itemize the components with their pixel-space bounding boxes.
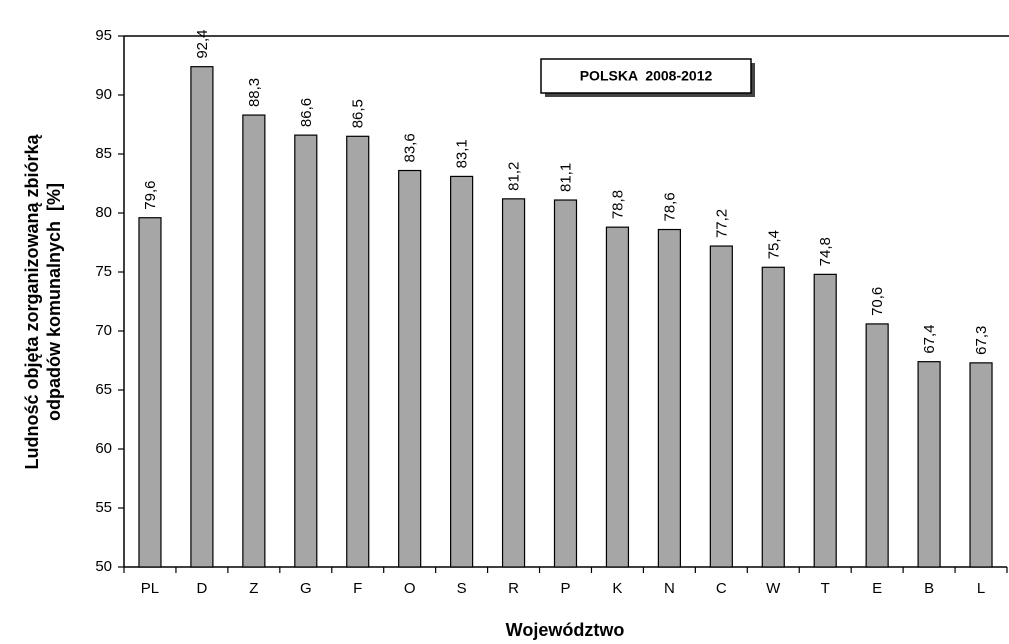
y-tick-label: 65 xyxy=(95,381,112,398)
bar xyxy=(709,245,733,568)
bar xyxy=(501,198,526,568)
data-label: 79,6 xyxy=(142,181,159,210)
x-tick-label: E xyxy=(872,580,882,597)
data-label: 78,6 xyxy=(661,192,678,221)
x-tick-label: Z xyxy=(249,580,258,597)
bar xyxy=(605,226,630,568)
bar xyxy=(865,323,889,568)
bar xyxy=(294,134,318,568)
data-label: 74,8 xyxy=(817,237,834,266)
x-tick-label: C xyxy=(716,580,727,597)
bar xyxy=(761,266,785,568)
x-tick-label: G xyxy=(300,580,312,597)
data-label: 67,3 xyxy=(973,326,990,355)
bar xyxy=(242,114,266,568)
data-label: 67,4 xyxy=(921,324,938,353)
x-tick-label: W xyxy=(766,580,781,597)
bar xyxy=(813,273,837,568)
data-label: 75,4 xyxy=(765,230,782,259)
y-tick-label: 60 xyxy=(95,440,112,457)
data-label: 70,6 xyxy=(869,287,886,316)
x-tick-label: K xyxy=(612,580,622,597)
annotation: POLSKA 2008-2012 xyxy=(580,68,713,84)
y-tick-label: 85 xyxy=(95,145,112,162)
x-tick-label: O xyxy=(404,580,416,597)
data-label: 83,6 xyxy=(402,133,419,162)
data-label: 88,3 xyxy=(246,78,263,107)
y-axis-title: odpadów komunalnych [%] xyxy=(44,183,64,421)
data-label: 92,4 xyxy=(194,29,211,58)
x-tick-label: R xyxy=(508,580,519,597)
bar xyxy=(969,362,993,568)
data-label: 78,8 xyxy=(609,190,626,219)
data-label: 86,5 xyxy=(350,99,367,128)
x-tick-label: F xyxy=(353,580,362,597)
bar xyxy=(398,169,422,568)
x-tick-label: D xyxy=(196,580,207,597)
x-tick-label: S xyxy=(457,580,467,597)
bar xyxy=(657,228,681,568)
x-tick-label: L xyxy=(977,580,985,597)
annotation-box xyxy=(540,58,752,94)
x-tick-label: T xyxy=(821,580,830,597)
y-tick-label: 80 xyxy=(95,204,112,221)
y-tick-label: 75 xyxy=(95,263,112,280)
bar xyxy=(138,217,162,568)
y-axis-title: Ludność objęta zorganizowaną zbiórką xyxy=(22,133,42,469)
y-tick-label: 70 xyxy=(95,322,112,339)
y-tick-label: 90 xyxy=(95,86,112,103)
data-label: 77,2 xyxy=(713,209,730,238)
bar xyxy=(917,361,941,568)
bar xyxy=(190,66,214,568)
bar xyxy=(346,135,370,568)
data-label: 81,2 xyxy=(506,162,523,191)
data-label: 81,1 xyxy=(558,163,575,192)
data-label: 83,1 xyxy=(454,139,471,168)
bar xyxy=(450,175,474,568)
x-tick-label: P xyxy=(560,580,570,597)
x-tick-label: N xyxy=(664,580,675,597)
data-label: 86,6 xyxy=(298,98,315,127)
y-tick-label: 95 xyxy=(95,27,112,44)
x-tick-label: B xyxy=(924,580,934,597)
x-axis-title: Województwo xyxy=(506,620,625,640)
y-tick-label: 55 xyxy=(95,499,112,516)
x-tick-label: PL xyxy=(141,580,159,597)
y-tick-label: 50 xyxy=(95,558,112,575)
bar xyxy=(553,199,578,568)
